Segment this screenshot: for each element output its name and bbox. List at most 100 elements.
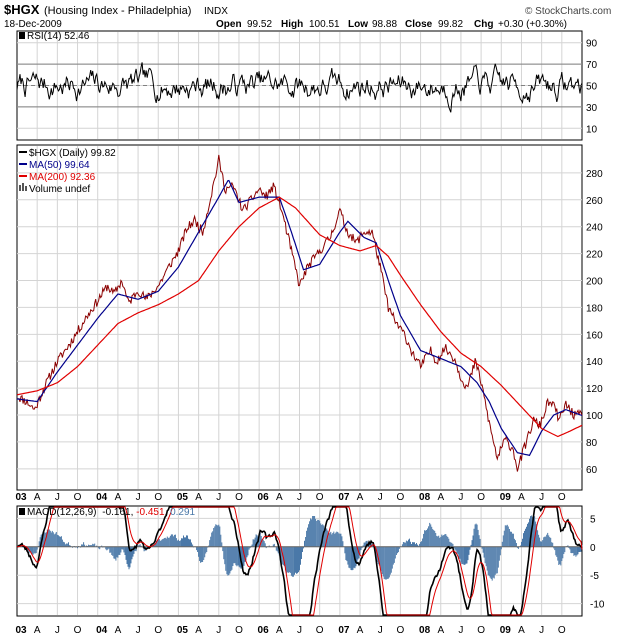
low-label: Low	[348, 19, 368, 30]
price-y-tick-label: 260	[586, 196, 603, 207]
macd-lines	[16, 506, 583, 616]
price-y-ticks: 280 260 240 220 200 180 160 140 120 100 80 60	[586, 169, 603, 476]
x-tick-label: J	[539, 492, 544, 503]
price-y-tick-label: 80	[586, 438, 598, 449]
legend-swatch-price	[19, 151, 27, 153]
x-tick-label: O	[397, 625, 405, 636]
price-y-tick-label: 160	[586, 330, 603, 341]
high-value: 100.51	[309, 19, 340, 30]
chart-date: 18-Dec-2009	[4, 19, 62, 30]
x-tick-label: J	[136, 492, 141, 503]
price-y-tick-label: 120	[586, 384, 603, 395]
legend-price: $HGX (Daily) 99.82	[29, 148, 116, 159]
macd-panel: 5 0 -5 -10 MACD(12,26,9) -0.161, -0.451, 0.…	[16, 505, 605, 617]
x-tick-label: 08	[419, 625, 431, 636]
rsi-y-tick-label: 10	[586, 124, 598, 135]
legend-ma50: MA(50) 99.64	[29, 160, 90, 171]
x-tick-label: A	[437, 492, 444, 503]
x-tick-label: A	[195, 625, 202, 636]
rsi-y-ticks: 90 70 50 30 10	[586, 39, 598, 136]
open-label: Open	[216, 19, 242, 30]
x-tick-label: J	[136, 625, 141, 636]
x-tick-label: 05	[177, 492, 189, 503]
macd-legend-signal: -0.451	[136, 507, 165, 518]
x-tick-label: A	[518, 492, 525, 503]
rsi-y-tick-label: 90	[586, 39, 598, 50]
price-line	[16, 154, 583, 472]
x-tick-label: 09	[500, 492, 512, 503]
legend-volume: Volume undef	[29, 184, 90, 195]
chart-symbol: $HGX	[4, 2, 40, 17]
price-panel: 280 260 240 220 200 180 160 140 120 100 80 60 $HGX …	[16, 144, 603, 491]
macd-y-tick-label: -10	[590, 600, 605, 611]
macd-legend: MACD(12,26,9) -0.161, -0.451, 0.291	[27, 507, 196, 518]
x-tick-label: 07	[338, 625, 350, 636]
x-tick-label: A	[437, 625, 444, 636]
x-tick-label: 06	[258, 492, 270, 503]
x-tick-label: 06	[258, 625, 270, 636]
price-legend: $HGX (Daily) 99.82 MA(50) 99.64 MA(200) …	[19, 148, 116, 195]
ma50-line	[16, 179, 583, 457]
macd-y-tick-label: 0	[590, 543, 596, 554]
rsi-y-tick-label: 50	[586, 82, 598, 93]
open-value: 99.52	[247, 19, 272, 30]
x-tick-label: 05	[177, 625, 189, 636]
macd-legend: ,	[131, 507, 137, 518]
x-tick-label: O	[477, 625, 485, 636]
x-tick-label: 08	[419, 492, 431, 503]
x-tick-label: A	[276, 492, 283, 503]
x-tick-label: J	[216, 625, 221, 636]
x-tick-label: A	[115, 625, 122, 636]
close-label: Close	[405, 19, 433, 30]
macd-y-tick-label: -5	[590, 571, 599, 582]
x-tick-label: J	[378, 492, 383, 503]
legend-ma200: MA(200) 92.36	[29, 172, 96, 183]
rsi-y-tick-label: 30	[586, 103, 598, 114]
x-tick-label: 04	[96, 625, 108, 636]
x-tick-label: J	[539, 625, 544, 636]
macd-legend-histogram: 0.291	[170, 507, 195, 518]
x-tick-label: O	[558, 625, 566, 636]
price-y-tick-label: 280	[586, 169, 603, 180]
price-lines	[16, 154, 583, 472]
x-tick-label: A	[34, 625, 41, 636]
x-tick-label: O	[74, 492, 82, 503]
x-tick-label: A	[357, 492, 364, 503]
x-tick-label: A	[276, 625, 283, 636]
low-value: 98.88	[372, 19, 397, 30]
x-tick-label: O	[74, 625, 82, 636]
chg-label: Chg	[474, 19, 493, 30]
x-tick-label: J	[458, 625, 463, 636]
rsi-legend: RSI(14) 52.46	[27, 31, 90, 42]
x-tick-label: J	[55, 492, 60, 503]
x-tick-label: 09	[500, 625, 512, 636]
rsi-lines	[16, 62, 583, 113]
x-tick-label: O	[154, 492, 162, 503]
price-y-tick-label: 200	[586, 277, 603, 288]
x-tick-label: A	[115, 492, 122, 503]
x-tick-label: J	[458, 492, 463, 503]
x-tick-label: 04	[96, 492, 108, 503]
price-y-tick-label: 180	[586, 303, 603, 314]
chart-exchange: INDX	[204, 6, 228, 17]
x-tick-label: J	[378, 625, 383, 636]
macd-legend: ,	[165, 507, 171, 518]
close-value: 99.82	[438, 19, 463, 30]
rsi-y-tick-label: 70	[586, 60, 598, 71]
ohlc-summary: Open 99.52 High 100.51 Low 98.88 Close 9…	[216, 19, 567, 30]
x-tick-label: O	[154, 625, 162, 636]
x-tick-label: O	[316, 625, 324, 636]
copyright-text: © StockCharts.com	[525, 6, 611, 17]
macd-legend-swatch	[19, 508, 25, 515]
price-y-tick-label: 100	[586, 411, 603, 422]
legend-swatch-ma200	[19, 175, 27, 177]
price-grid	[17, 146, 582, 489]
rsi-legend-swatch	[19, 32, 25, 39]
x-tick-label: O	[235, 492, 243, 503]
x-tick-label: 03	[15, 625, 27, 636]
legend-swatch-volume	[22, 183, 24, 191]
x-tick-label: J	[55, 625, 60, 636]
x-tick-label: J	[297, 625, 302, 636]
x-tick-label: O	[235, 625, 243, 636]
x-tick-label: A	[357, 625, 364, 636]
